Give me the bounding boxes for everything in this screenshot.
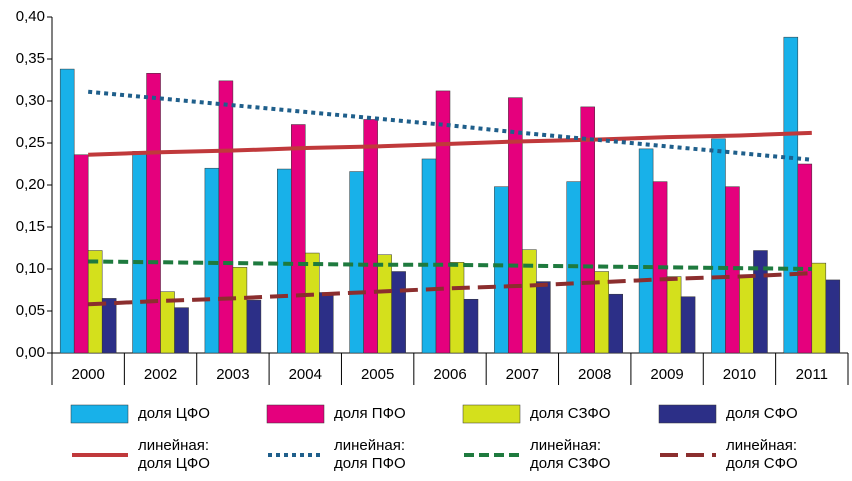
trend-line xyxy=(88,271,812,307)
x-tick-label: 2005 xyxy=(361,366,394,383)
y-tick-label: 0,40 xyxy=(16,8,45,25)
bar xyxy=(783,36,799,354)
bar xyxy=(494,186,509,354)
legend-label: доля ПФО xyxy=(334,405,406,422)
bar xyxy=(666,276,682,354)
legend-label: доля СЗФО xyxy=(530,405,611,422)
legend-box xyxy=(266,404,325,424)
x-tick-label: 2004 xyxy=(289,366,322,383)
bar xyxy=(174,307,189,354)
legend-label: доля ЦФО xyxy=(138,405,210,422)
bar xyxy=(680,296,696,354)
legend-entry: линейная: доля ЦФО xyxy=(70,437,238,473)
legend-swatch xyxy=(464,453,520,457)
bar xyxy=(508,97,523,354)
x-tick-label: 2011 xyxy=(796,366,828,383)
bar xyxy=(435,90,451,354)
legend-box xyxy=(70,404,129,424)
bar xyxy=(73,154,89,354)
x-tick-label: 2008 xyxy=(578,366,611,383)
bar xyxy=(608,293,623,354)
bar xyxy=(363,119,378,354)
x-tick-label: 2007 xyxy=(506,366,539,383)
legend-box xyxy=(658,404,717,424)
bar xyxy=(536,281,551,354)
bar xyxy=(711,138,726,354)
bar xyxy=(753,250,768,354)
legend-entry: линейная: доля ПФО xyxy=(266,437,434,473)
chart: 0,00 0,05 0,10 0,15 0,20 0,25 0,30 0,35 0,40 2000… xyxy=(16,8,849,385)
legend-entry: линейная: доля СЗФО xyxy=(462,437,630,473)
bar xyxy=(246,299,262,354)
y-tick-label: 0,30 xyxy=(16,92,45,109)
legend-box xyxy=(462,404,521,424)
bar xyxy=(319,292,334,354)
legend-swatch xyxy=(462,404,521,424)
x-tick-label: 2009 xyxy=(650,366,683,383)
y-tick-label: 0,25 xyxy=(16,134,45,151)
y-tick-label: 0,10 xyxy=(16,260,45,277)
legend-entry: доля СЗФО xyxy=(462,404,630,424)
bar xyxy=(349,171,364,354)
y-tick-label: 0,15 xyxy=(16,218,45,235)
legend-swatch xyxy=(70,404,129,424)
legend-entry: доля СФО xyxy=(658,404,826,424)
legend-label: линейная: доля СЗФО xyxy=(530,437,611,472)
bar xyxy=(638,148,654,354)
legend-label: линейная: доля СФО xyxy=(726,437,798,472)
bar xyxy=(204,167,220,354)
bar xyxy=(391,271,406,354)
x-tick-label: 2010 xyxy=(723,366,756,383)
trend-line xyxy=(88,130,812,157)
bar xyxy=(811,262,827,354)
legend-entry: доля ПФО xyxy=(266,404,434,424)
x-tick-label: 2002 xyxy=(144,366,177,383)
trend-line xyxy=(88,259,812,271)
bar xyxy=(421,158,437,354)
legend-swatch xyxy=(72,453,128,457)
legend-entry: доля ЦФО xyxy=(70,404,238,424)
x-tick-label: 2006 xyxy=(433,366,466,383)
bar xyxy=(232,267,248,354)
legend-label: линейная: доля ПФО xyxy=(334,437,406,472)
legend-entry: линейная: доля СФО xyxy=(658,437,826,473)
y-tick-label: 0,20 xyxy=(16,176,45,193)
bar xyxy=(132,151,147,354)
bar xyxy=(377,254,392,354)
legend-swatch xyxy=(268,453,324,457)
legend: доля ЦФО доля ПФО доля СЗФО доля СФО линейна… xyxy=(0,392,852,481)
legend-label: доля СФО xyxy=(726,405,798,422)
bar xyxy=(797,163,813,354)
bar xyxy=(580,106,595,354)
bar xyxy=(463,298,479,354)
trend-line xyxy=(87,89,813,162)
x-tick-label: 2003 xyxy=(216,366,249,383)
legend-swatch xyxy=(658,404,717,424)
x-tick-label: 2000 xyxy=(71,366,104,383)
bar xyxy=(291,124,306,354)
bar xyxy=(449,262,465,354)
legend-label: линейная: доля ЦФО xyxy=(138,437,210,472)
bar xyxy=(218,80,234,354)
bar xyxy=(825,279,841,354)
bar xyxy=(305,252,320,354)
legend-swatch xyxy=(266,404,325,424)
y-tick-label: 0,35 xyxy=(16,50,45,67)
bar xyxy=(277,168,292,354)
bar xyxy=(101,298,117,354)
bar xyxy=(739,275,754,354)
bar xyxy=(59,68,75,354)
legend-swatch xyxy=(660,453,716,457)
bar xyxy=(146,73,161,354)
y-tick-label: 0,05 xyxy=(16,302,45,319)
y-tick-label: 0,00 xyxy=(16,344,45,361)
